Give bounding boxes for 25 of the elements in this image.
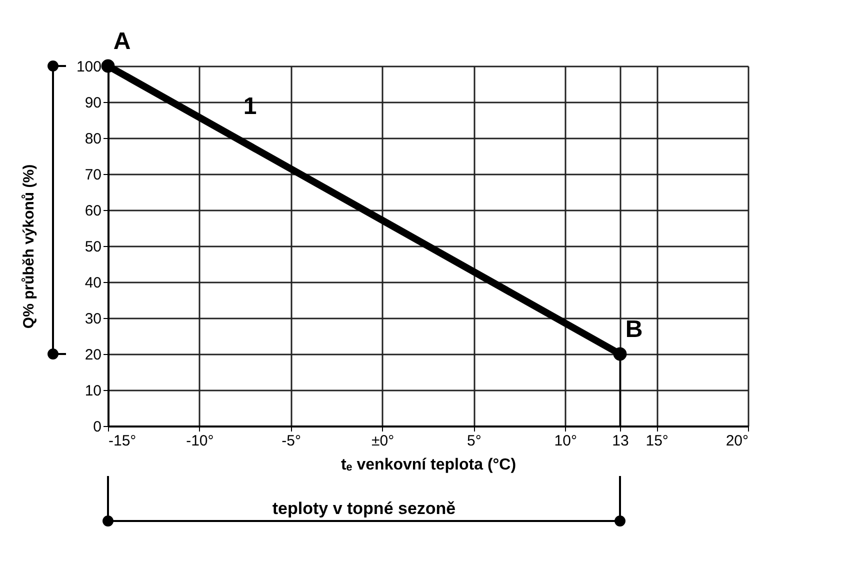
y-axis-title: Q% průběh výkonů (%) [20, 164, 38, 329]
x-tick-label: ±0° [371, 432, 394, 450]
y-tick-label: 50 [84, 238, 102, 256]
text: teploty v topné sezoně [272, 499, 456, 518]
y-tick-label: 0 [93, 418, 102, 436]
y-tick-label: 40 [84, 274, 102, 292]
x-tick-label: -5° [282, 432, 302, 450]
x-tick-label: -10° [186, 432, 214, 450]
x-tick-label: -15° [108, 432, 136, 450]
y-tick-label: 60 [84, 202, 102, 220]
y-tick-label: 90 [84, 94, 102, 112]
y-tick-label: 70 [84, 166, 102, 184]
y-tick-label: 10 [84, 382, 102, 400]
y-tick-label: 30 [84, 310, 102, 328]
x-tick-label: 10° [554, 432, 577, 450]
y-tick-label: 80 [84, 130, 102, 148]
x-axis-title: tₑ venkovní teplota (°C) [340, 456, 516, 474]
x-tick-label: 20° [726, 432, 748, 450]
annotation: A [113, 28, 131, 55]
annotation: B [625, 316, 643, 343]
x-tick-label: 15° [646, 432, 668, 450]
y-tick-label: 100 [76, 58, 102, 76]
x-tick-label: 13 [612, 432, 629, 450]
x-tick-label: 5° [467, 432, 482, 450]
y-tick-label: 20 [84, 346, 102, 364]
